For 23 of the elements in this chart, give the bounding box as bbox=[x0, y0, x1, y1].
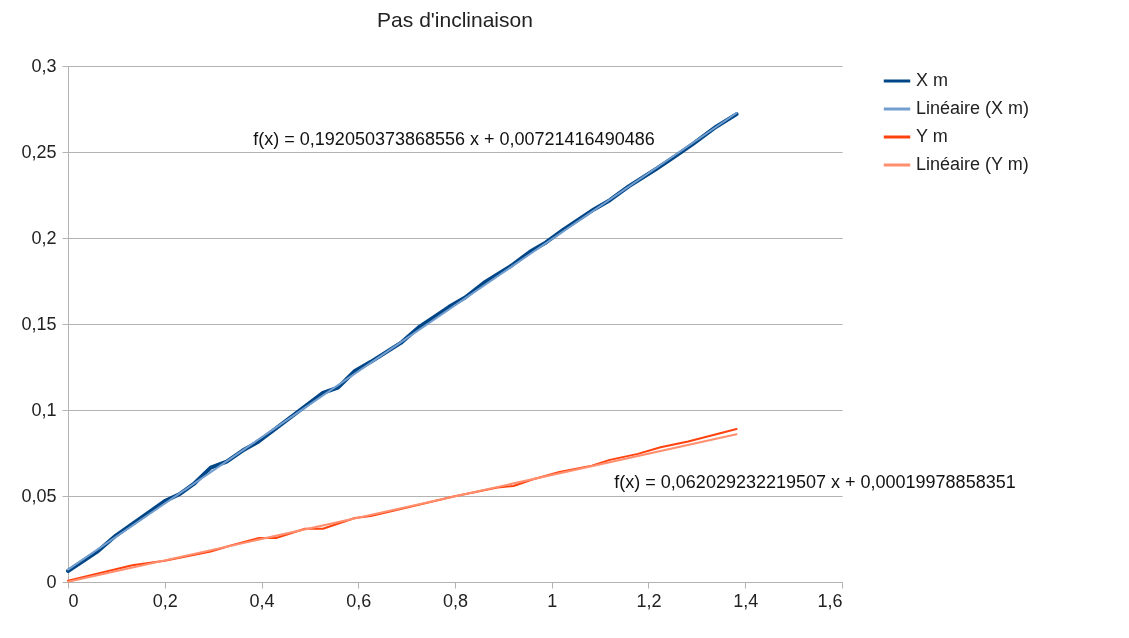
legend-label: X m bbox=[916, 70, 949, 90]
x-tick-label: 1,2 bbox=[636, 590, 662, 611]
y-tick-label: 0 bbox=[46, 571, 57, 592]
y-tick-label: 0,15 bbox=[21, 313, 57, 334]
y-tick-label: 0,05 bbox=[21, 485, 57, 506]
x-tick-label: 0,8 bbox=[442, 590, 469, 611]
x-tick-label: 1,6 bbox=[817, 590, 843, 611]
chart-title: Pas d'inclinaison bbox=[377, 8, 533, 31]
legend-label: Linéaire (Y m) bbox=[916, 154, 1029, 174]
y-tick-label: 0,25 bbox=[21, 141, 57, 162]
legend-label: Linéaire (X m) bbox=[916, 98, 1030, 118]
x-tick-label: 0,6 bbox=[346, 590, 372, 611]
legend-label: Y m bbox=[916, 126, 948, 146]
y-tick-label: 0,2 bbox=[31, 227, 57, 248]
y-tick-label: 0,1 bbox=[31, 399, 57, 420]
x-tick-label: 0,2 bbox=[152, 590, 178, 611]
y-tick-label: 0,3 bbox=[31, 55, 57, 76]
annotation: f(x) = 0,192050373868556 x + 0,00721416490486 bbox=[253, 129, 655, 149]
x-tick-label: 1,4 bbox=[733, 590, 759, 611]
x-tick-label: 1 bbox=[547, 590, 558, 611]
annotation: f(x) = 0,062029232219507 x + 0,00019978858351 bbox=[614, 472, 1016, 492]
x-tick-label: 0,4 bbox=[249, 590, 275, 611]
x-tick-label: 0 bbox=[68, 590, 79, 611]
